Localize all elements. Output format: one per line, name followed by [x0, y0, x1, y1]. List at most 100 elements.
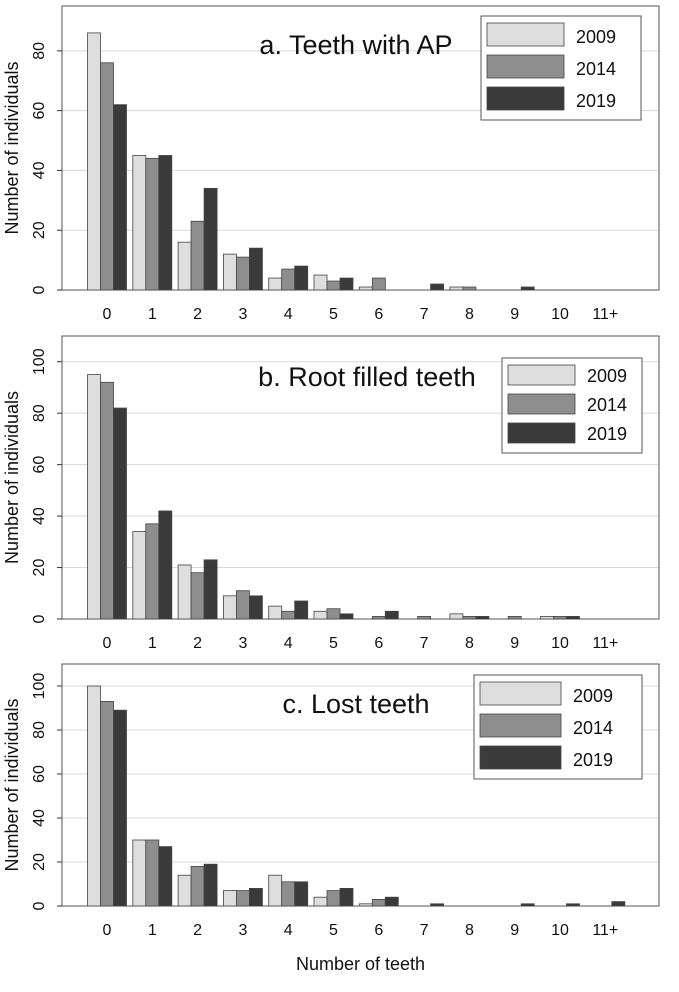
- legend-label-2019: 2019: [573, 750, 613, 770]
- x-tick-label: 6: [374, 922, 383, 939]
- x-tick-label: 1: [148, 306, 157, 323]
- bar-2009-4: [268, 874, 283, 907]
- y-tick-label: 80: [31, 42, 48, 60]
- bar-2019-0: [113, 104, 127, 291]
- x-tick-label: 11+: [592, 306, 618, 323]
- x-tick-label: 2: [193, 306, 202, 323]
- x-tick-label: 7: [420, 635, 429, 652]
- y-tick-label: 60: [31, 765, 48, 783]
- bar-2014-5: [326, 608, 341, 620]
- y-tick-label: 20: [31, 221, 48, 239]
- legend-swatch-2009: [486, 22, 565, 47]
- x-tick-label: 4: [284, 635, 293, 652]
- legend-label-2019: 2019: [587, 424, 627, 444]
- bar-2009-10: [540, 616, 554, 620]
- bar-2019-4: [294, 600, 309, 620]
- y-tick-label: 20: [31, 853, 48, 871]
- bar-2019-11+: [611, 901, 626, 907]
- x-tick-label: 2: [193, 922, 202, 939]
- bar-2019-1: [158, 846, 173, 907]
- x-tick-label: 9: [510, 635, 519, 652]
- x-tick-label: 5: [329, 635, 338, 652]
- bar-2019-3: [248, 888, 263, 907]
- x-tick-label: 6: [374, 635, 383, 652]
- bar-2019-4: [294, 265, 309, 291]
- x-tick-label: 7: [420, 922, 429, 939]
- bar-2019-7: [430, 283, 445, 291]
- chart-panel-0: 0 20 40 60 80 Number of individuals 0 1 2 3 4 5 6 7 8 9…: [2, 5, 660, 323]
- x-tick-label: 4: [284, 306, 293, 323]
- x-tick-label: 3: [238, 922, 247, 939]
- bar-2009-1: [132, 839, 147, 907]
- y-tick-label: 100: [31, 348, 48, 375]
- bar-2009-2: [177, 874, 192, 907]
- y-tick-label: 40: [31, 161, 48, 179]
- bar-2014-10: [553, 616, 567, 620]
- legend-swatch-2014: [507, 393, 576, 415]
- bar-2009-6: [358, 286, 373, 291]
- y-tick-label: 20: [31, 559, 48, 577]
- x-tick-label: 9: [510, 922, 519, 939]
- bar-2019-7: [430, 903, 445, 907]
- legend-swatch-2019: [486, 86, 565, 111]
- legend-swatch-2019: [507, 422, 576, 444]
- x-tick-label: 3: [238, 306, 247, 323]
- x-tick-label: 11+: [592, 922, 618, 939]
- y-axis-title: Number of individuals: [2, 61, 22, 234]
- bar-2009-3: [222, 253, 237, 291]
- legend-label-2014: 2014: [587, 395, 627, 415]
- x-tick-label: 9: [510, 306, 519, 323]
- bar-2009-6: [358, 903, 373, 907]
- y-tick-label: 40: [31, 507, 48, 525]
- bar-2019-3: [248, 247, 263, 291]
- bar-2014-8: [462, 616, 477, 620]
- bar-2009-4: [268, 605, 283, 620]
- bar-2019-0: [113, 709, 127, 907]
- panel-title: c. Lost teeth: [282, 689, 429, 719]
- y-tick-label: 60: [31, 102, 48, 120]
- y-tick-label: 80: [31, 404, 48, 422]
- legend-swatch-2009: [479, 681, 562, 706]
- y-tick-label: 60: [31, 456, 48, 474]
- x-tick-label: 1: [148, 635, 157, 652]
- y-tick-label: 40: [31, 809, 48, 827]
- y-axis-title: Number of individuals: [2, 391, 22, 564]
- x-tick-label: 2: [193, 635, 202, 652]
- bar-2014-2: [190, 572, 205, 620]
- bar-2019-1: [158, 155, 173, 291]
- bar-2014-3: [235, 256, 250, 291]
- bar-2019-10: [566, 616, 580, 620]
- bar-2014-6: [371, 277, 386, 291]
- x-tick-label: 10: [551, 635, 569, 652]
- x-tick-label: 10: [551, 922, 569, 939]
- legend-label-2009: 2009: [573, 686, 613, 706]
- bar-2009-8: [449, 613, 464, 620]
- bar-2019-2: [203, 863, 218, 907]
- bar-2014-1: [145, 839, 160, 907]
- bar-2019-4: [294, 881, 309, 907]
- bar-2014-2: [190, 866, 205, 907]
- x-tick-label: 8: [465, 635, 474, 652]
- bar-2009-1: [132, 531, 147, 620]
- bar-2014-3: [235, 890, 250, 907]
- chart-panel-1: 0 20 40 60 80 100 Number of individuals 0 1 2 3 4 5 6…: [2, 335, 660, 652]
- bar-2009-0: [87, 685, 101, 907]
- legend-label-2019: 2019: [576, 91, 616, 111]
- bar-2009-5: [313, 274, 328, 291]
- bar-2014-2: [190, 220, 205, 291]
- x-tick-label: 5: [329, 306, 338, 323]
- x-tick-label: 11+: [592, 635, 618, 652]
- bar-2014-0: [100, 62, 114, 291]
- bar-2009-8: [449, 286, 464, 291]
- x-tick-label: 8: [465, 306, 474, 323]
- bar-2014-4: [281, 268, 296, 291]
- bar-2009-0: [87, 32, 101, 291]
- bar-2014-5: [326, 280, 341, 291]
- bar-2009-5: [313, 896, 328, 907]
- bar-2014-4: [281, 610, 296, 620]
- bar-2009-3: [222, 890, 237, 907]
- bar-2019-5: [339, 613, 354, 620]
- y-tick-label: 0: [31, 285, 48, 294]
